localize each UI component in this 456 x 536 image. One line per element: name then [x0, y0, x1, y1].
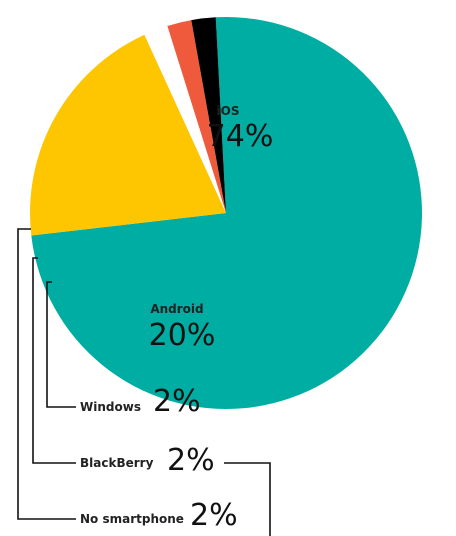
- slice-label-blackberry: BlackBerry: [80, 456, 154, 470]
- slice-value-windows: 2%: [153, 384, 201, 419]
- slice-value-android: 20%: [149, 318, 216, 353]
- pie-slice-android: [30, 34, 226, 236]
- leader-lines: [17, 228, 271, 536]
- leader-line-blackberry-right: [224, 462, 271, 536]
- pie-slice-no-smartphone: [191, 17, 226, 213]
- slice-label-android: Android: [150, 302, 203, 316]
- leader-line-blackberry: [32, 257, 76, 464]
- slice-label-ios: iOS: [217, 104, 240, 118]
- leader-line-windows: [46, 281, 76, 408]
- slice-value-blackberry: 2%: [167, 443, 215, 478]
- pie-slice-ios: [31, 17, 423, 410]
- slice-label-windows: Windows: [80, 400, 141, 414]
- pie-slice-blackberry: [167, 20, 226, 213]
- leader-line-no-smartphone: [17, 228, 76, 520]
- slice-value-ios: 74%: [207, 119, 274, 154]
- slice-value-no-smartphone: 2%: [190, 498, 238, 533]
- pie-slices: [30, 17, 423, 410]
- pie-slice-windows: [144, 25, 226, 213]
- slice-label-no-smartphone: No smartphone: [80, 512, 184, 526]
